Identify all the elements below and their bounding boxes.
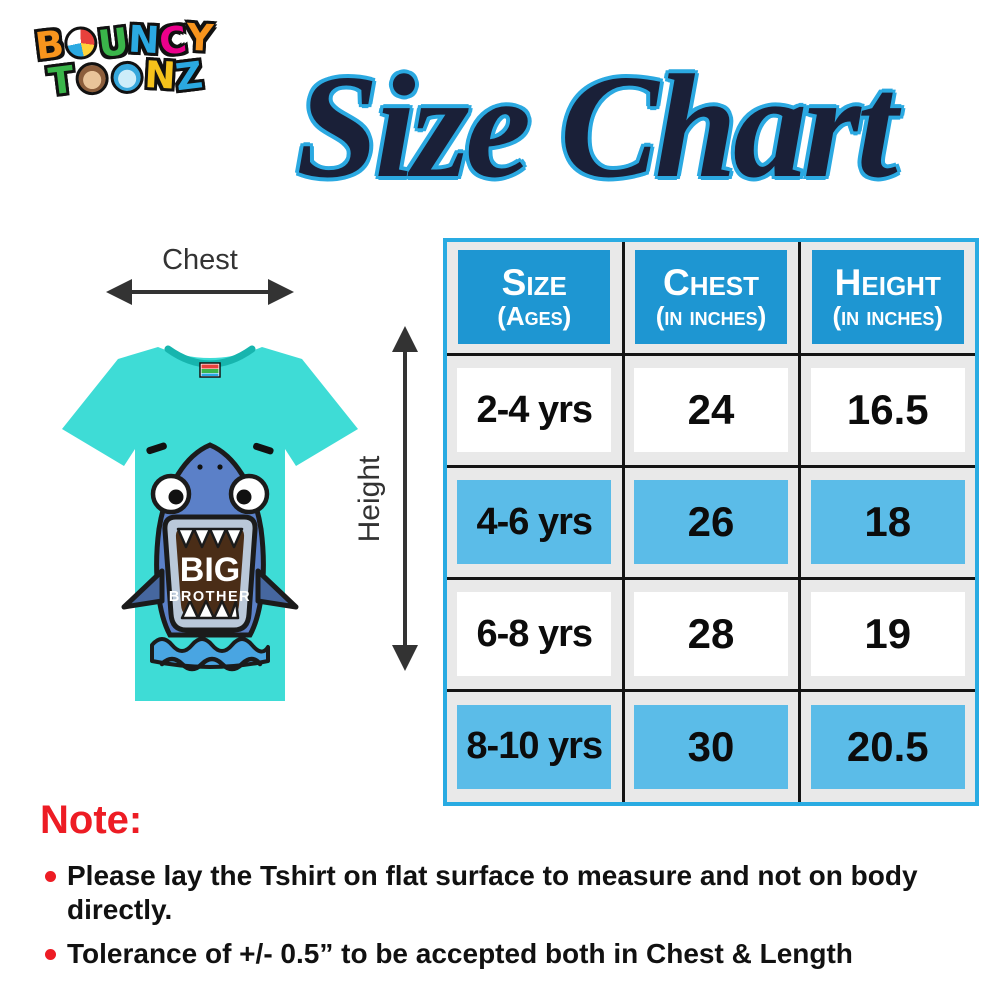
brand-letter: N [143, 53, 177, 98]
shark-fin-left [121, 568, 165, 610]
wave-line [159, 656, 263, 672]
monkey-letter-icon [74, 61, 109, 96]
shark-teeth-bottom [180, 599, 240, 620]
height-arrow-icon [392, 326, 418, 671]
height-cell: 16.5 [797, 352, 975, 468]
hippo-letter-icon [109, 60, 144, 95]
note-heading: Note: [40, 798, 143, 842]
chest-cell: 30 [621, 688, 801, 802]
shark-eyebrow [146, 442, 167, 455]
table-header-cell: Height (in inches) [797, 242, 975, 356]
size-cell: 4-6 yrs [447, 464, 625, 580]
shark-print: BIG BROTHER [121, 442, 299, 672]
tshirt-image: BIG BROTHER [62, 345, 358, 701]
page-title: Size Chart [296, 45, 897, 209]
chest-indicator: Chest [106, 244, 294, 305]
height-cell: 19 [797, 576, 975, 692]
chest-cell: 28 [621, 576, 801, 692]
arrow-left-icon [106, 279, 132, 305]
ball-letter-icon [63, 25, 99, 61]
shark-eyebrow [253, 442, 274, 455]
table-row: 4-6 yrs 26 18 [447, 464, 975, 580]
shark-nostril [217, 464, 223, 470]
table-row: 6-8 yrs 28 19 [447, 576, 975, 692]
table-header-cell: Size (Ages) [447, 242, 625, 356]
shirt-print-line2: BROTHER [169, 589, 251, 605]
table-row: 2-4 yrs 24 16.5 [447, 352, 975, 468]
collar-brand-tag [199, 362, 221, 378]
shark-pupil [236, 489, 252, 505]
arrow-down-icon [392, 645, 418, 671]
arrow-line [132, 290, 268, 294]
shark-teeth-top [176, 527, 244, 549]
height-indicator: Height [348, 326, 422, 671]
table-row: 8-10 yrs 30 20.5 [447, 688, 975, 802]
height-cell: 20.5 [797, 688, 975, 802]
chest-cell: 24 [621, 352, 801, 468]
size-cell: 2-4 yrs [447, 352, 625, 468]
arrow-line [403, 336, 407, 661]
shirt-print-line1: BIG [180, 551, 240, 589]
brand-logo: B UNCY T NZ [29, 16, 221, 104]
shark-fin-right [255, 568, 299, 610]
size-cell: 8-10 yrs [447, 688, 625, 802]
height-cell: 18 [797, 464, 975, 580]
note-bullet: Please lay the Tshirt on flat surface to… [40, 859, 990, 927]
chest-label: Chest [162, 244, 238, 276]
note-list: Please lay the Tshirt on flat surface to… [40, 859, 990, 971]
brand-letter: U [96, 19, 132, 67]
chest-arrow-icon [106, 279, 294, 305]
arrow-right-icon [268, 279, 294, 305]
shark-mouth-inner [175, 528, 245, 617]
shark-nostril [197, 464, 203, 470]
size-cell: 6-8 yrs [447, 576, 625, 692]
note-section: Note: Please lay the Tshirt on flat surf… [40, 798, 990, 981]
size-table-frame: Size (Ages) Chest (in inches) Height (in inch… [443, 238, 979, 806]
brand-logo-line2: T NZ [30, 53, 221, 104]
shark-pupil [168, 489, 184, 505]
note-bullet: Tolerance of +/- 0.5” to be accepted bot… [40, 937, 990, 971]
chest-cell: 26 [621, 464, 801, 580]
table-header-cell: Chest (in inches) [621, 242, 801, 356]
waves [150, 637, 270, 669]
brand-letter: T [46, 58, 77, 104]
size-table: Size (Ages) Chest (in inches) Height (in inch… [447, 242, 975, 802]
